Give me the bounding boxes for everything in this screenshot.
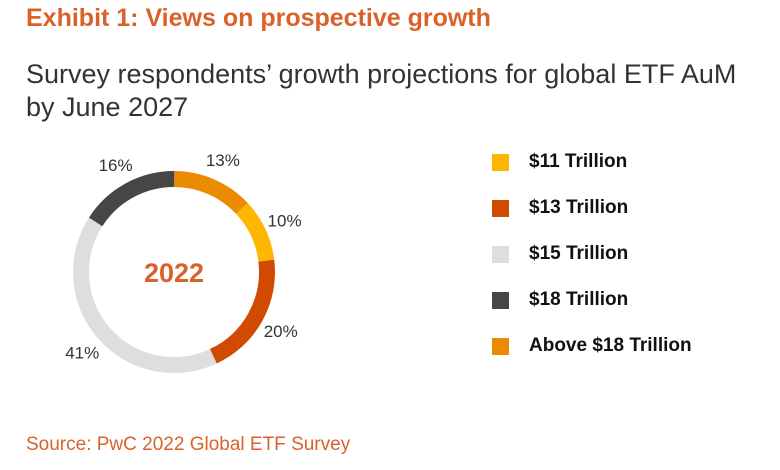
donut-slice xyxy=(73,217,217,373)
legend-item: $15 Trillion xyxy=(492,243,692,265)
slice-value-label: 41% xyxy=(65,343,99,362)
donut-slice xyxy=(209,259,275,364)
legend-swatch xyxy=(492,153,509,171)
legend-label: $13 Trillion xyxy=(529,197,629,218)
exhibit-title: Exhibit 1: Views on prospective growth xyxy=(26,4,491,32)
legend-swatch xyxy=(492,337,509,355)
donut-chart: 10% 20% 41% 16% 13% 2022 xyxy=(65,151,302,373)
legend-item: $18 Trillion xyxy=(492,289,692,311)
legend-item: $11 Trillion xyxy=(492,151,692,173)
donut-slice xyxy=(235,203,275,262)
slice-value-label: 16% xyxy=(99,156,133,175)
legend-swatch xyxy=(492,199,509,217)
legend-label: $11 Trillion xyxy=(529,151,628,172)
chart-legend: $11 Trillion $13 Trillion $15 Trillion $… xyxy=(492,151,692,381)
chart-subtitle: Survey respondents’ growth projections f… xyxy=(26,59,737,122)
legend-item: $13 Trillion xyxy=(492,197,692,219)
source-note: Source: PwC 2022 Global ETF Survey xyxy=(26,434,351,455)
legend-swatch xyxy=(492,291,509,309)
legend-label: $18 Trillion xyxy=(529,289,629,310)
legend-item: Above $18 Trillion xyxy=(492,335,692,357)
slice-value-label: 13% xyxy=(206,151,240,170)
slice-value-label: 20% xyxy=(264,322,298,341)
slice-value-label: 10% xyxy=(268,211,302,230)
donut-slice xyxy=(88,171,175,227)
donut-slice xyxy=(174,171,248,215)
legend-label: Above $18 Trillion xyxy=(529,335,692,356)
donut-center-label: 2022 xyxy=(144,258,204,288)
legend-swatch xyxy=(492,245,509,263)
legend-label: $15 Trillion xyxy=(529,243,629,264)
